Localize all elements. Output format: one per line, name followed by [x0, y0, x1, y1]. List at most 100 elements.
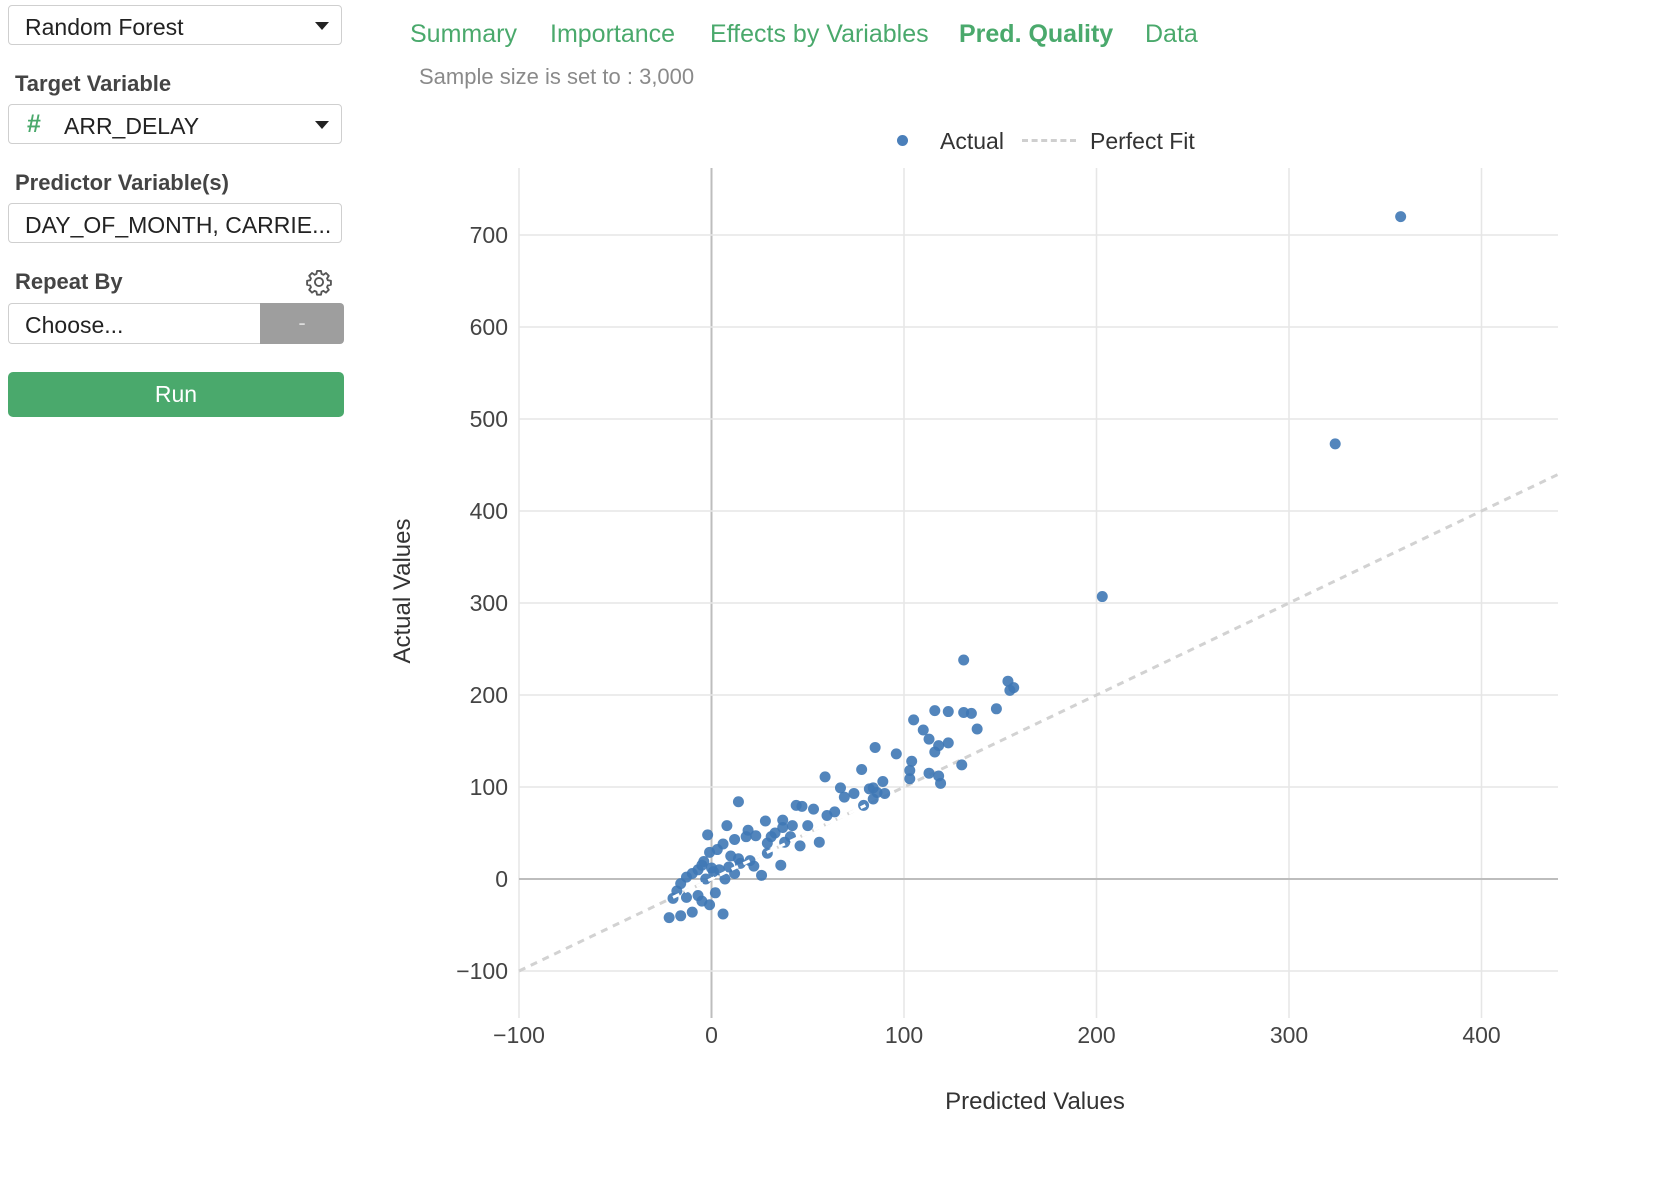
repeat-by-clear-button[interactable]: - — [260, 303, 344, 344]
actual-point — [1096, 591, 1108, 603]
chevron-down-icon — [315, 22, 329, 30]
tab-effects-by-variables[interactable]: Effects by Variables — [710, 20, 929, 48]
y-tick-label: 400 — [470, 498, 508, 524]
actual-point — [663, 912, 675, 924]
actual-point — [723, 861, 735, 873]
actual-point — [908, 714, 920, 726]
actual-point — [756, 869, 768, 881]
actual-point — [923, 733, 935, 745]
actual-point — [958, 654, 970, 666]
actual-point — [935, 777, 947, 789]
actual-point — [696, 859, 708, 871]
actual-point — [721, 820, 733, 832]
legend-perfect-fit-marker — [1022, 139, 1076, 142]
actual-point — [706, 862, 717, 874]
predictor-variables-value: DAY_OF_MONTH, CARRIE... — [25, 212, 332, 238]
chevron-down-icon — [315, 121, 329, 129]
actual-point — [802, 820, 814, 832]
actual-point — [794, 840, 806, 852]
target-variable-label: Target Variable — [15, 71, 172, 96]
actual-point — [890, 748, 902, 760]
tab-summary[interactable]: Summary — [410, 20, 517, 48]
x-axis-title: Predicted Values — [945, 1088, 1125, 1115]
target-variable-select[interactable]: # ARR_DELAY — [8, 104, 342, 144]
actual-point — [834, 782, 846, 794]
repeat-by-control: Choose... - — [8, 303, 344, 344]
x-tick-label: 0 — [705, 1022, 718, 1048]
actual-point — [917, 724, 929, 736]
actual-point — [813, 836, 825, 848]
x-tick-label: 400 — [1462, 1022, 1500, 1048]
actual-point — [990, 703, 1002, 715]
numeric-type-icon: # — [27, 110, 41, 138]
y-tick-label: 0 — [495, 866, 508, 892]
actual-point — [700, 873, 712, 885]
actual-point — [906, 755, 918, 767]
tab-importance[interactable]: Importance — [550, 20, 676, 48]
actual-point — [904, 773, 916, 785]
sample-size-note: Sample size is set to : 3,000 — [419, 64, 695, 89]
actual-point — [965, 707, 977, 719]
actual-point — [1329, 438, 1341, 450]
actual-point — [709, 887, 721, 899]
actual-point — [675, 910, 687, 922]
actual-point — [717, 908, 729, 920]
actual-point — [923, 767, 935, 779]
x-tick-label: 200 — [1077, 1022, 1115, 1048]
legend-perfect-fit-label[interactable]: Perfect Fit — [1090, 128, 1195, 154]
actual-point — [971, 723, 983, 735]
predictor-variables-select[interactable]: DAY_OF_MONTH, CARRIE... — [8, 203, 342, 243]
actual-points — [663, 211, 1407, 924]
actual-point — [786, 820, 798, 832]
actual-point — [696, 895, 708, 907]
perfect-fit-line-path — [518, 473, 1559, 973]
actual-point — [748, 860, 760, 872]
actual-point — [904, 764, 916, 776]
perfect-fit-line-overlay — [672, 804, 867, 899]
y-tick-label: 500 — [470, 406, 508, 432]
predictor-variables-label: Predictor Variable(s) — [15, 170, 229, 195]
actual-point — [750, 830, 762, 842]
actual-point — [867, 793, 879, 805]
actual-point — [775, 859, 787, 871]
actual-point — [702, 829, 714, 841]
model-select-value: Random Forest — [25, 14, 184, 40]
tab-data[interactable]: Data — [1145, 20, 1198, 48]
actual-point — [829, 806, 841, 818]
perfect-fit-line — [518, 473, 1559, 973]
model-select[interactable]: Random Forest — [8, 5, 342, 45]
x-tick-label: 300 — [1270, 1022, 1308, 1048]
actual-point — [1395, 211, 1407, 223]
actual-point — [729, 833, 741, 845]
actual-point — [838, 791, 850, 803]
y-tick-label: −100 — [456, 958, 508, 984]
actual-point — [848, 787, 860, 799]
actual-point — [759, 815, 771, 827]
gear-icon[interactable] — [305, 268, 333, 296]
actual-point — [719, 873, 731, 885]
y-tick-label: 600 — [470, 314, 508, 340]
actual-point — [740, 831, 752, 843]
repeat-by-select[interactable]: Choose... — [8, 303, 260, 344]
actual-point — [929, 746, 941, 758]
y-tick-label: 300 — [470, 590, 508, 616]
actual-point — [732, 796, 744, 808]
tick-labels: −100 0 100 200 300 400 −100 0 100 200 300 400 500 600… — [456, 222, 1501, 1048]
grid-lines — [518, 168, 1558, 1018]
actual-point — [808, 803, 820, 815]
actual-point — [942, 737, 954, 749]
actual-point — [819, 771, 831, 783]
legend-actual-label[interactable]: Actual — [940, 128, 1004, 154]
repeat-by-label: Repeat By — [15, 269, 123, 294]
actual-point — [777, 821, 789, 833]
x-tick-label: 100 — [885, 1022, 923, 1048]
tab-pred-quality[interactable]: Pred. Quality — [959, 20, 1114, 48]
actual-point — [761, 837, 773, 849]
actual-point — [1004, 684, 1016, 696]
actual-point — [686, 906, 698, 918]
run-button[interactable]: Run — [8, 372, 344, 417]
actual-point — [879, 787, 891, 799]
actual-point — [956, 759, 968, 771]
actual-point — [704, 846, 716, 858]
